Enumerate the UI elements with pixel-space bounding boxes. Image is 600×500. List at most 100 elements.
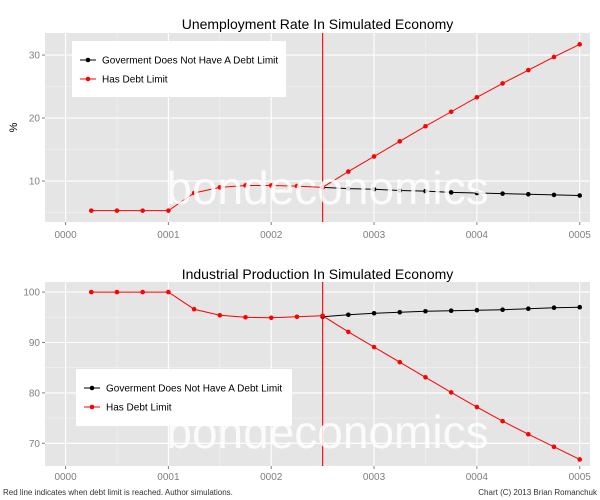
series-point	[217, 185, 223, 190]
series-point	[114, 208, 120, 213]
x-tick-label: 0004	[466, 230, 489, 241]
series-point	[217, 312, 223, 318]
series-point	[448, 190, 454, 195]
series-point	[346, 169, 351, 174]
series-point	[423, 188, 428, 194]
series-point	[500, 418, 505, 424]
legend-label: Has Debt Limit	[106, 403, 172, 414]
chart-2: 0000 0001 0002 0003 0004 0005 70 80 90 100 Industr…	[23, 266, 591, 483]
series-point	[397, 359, 403, 365]
x-tick-label: 0005	[569, 472, 592, 483]
series-point	[371, 154, 377, 159]
series-line-debt-limit	[91, 43, 580, 212]
legend-key-point	[89, 385, 95, 391]
series-point	[243, 183, 248, 188]
series-point	[140, 208, 145, 213]
x-tick-label: 0004	[466, 472, 489, 483]
series-point	[268, 183, 274, 188]
series-point	[88, 289, 94, 295]
series-point	[526, 67, 531, 73]
series-point	[474, 190, 480, 196]
chart-title: Unemployment Rate In Simulated Economy	[182, 16, 454, 32]
y-tick-label: 70	[29, 439, 41, 450]
series-point	[191, 306, 197, 312]
legend-label: Goverment Does Not Have A Debt Limit	[102, 56, 278, 67]
chart-1: 0000 0001 0002 0003 0004 0005 10 20 30 Unemployme…	[8, 16, 591, 241]
series-point	[423, 374, 428, 380]
series-point	[294, 314, 300, 320]
x-tick-label: 0005	[569, 230, 592, 241]
series-point	[346, 312, 351, 318]
x-tick-label: 0000	[54, 230, 77, 241]
series-point	[114, 289, 120, 295]
series-point	[500, 191, 505, 196]
series-point	[397, 309, 403, 315]
series-line-debt-limit	[91, 291, 580, 460]
series-point	[448, 109, 454, 115]
series-point	[577, 193, 583, 198]
x-tick-label: 0003	[363, 472, 386, 483]
legend-label: Goverment Does Not Have A Debt Limit	[106, 384, 282, 395]
y-tick-label: 80	[29, 388, 41, 399]
y-tick-label: 10	[29, 177, 41, 188]
series-point	[346, 186, 351, 191]
chart-title: Industrial Production In Simulated Econo…	[182, 266, 454, 282]
series-point	[577, 457, 583, 462]
x-tick-label: 0002	[260, 230, 283, 241]
legend-box	[72, 41, 286, 97]
x-tick-label: 0003	[363, 230, 386, 241]
watermark-text: bondeconomics	[166, 406, 488, 458]
series-point	[551, 54, 557, 60]
legend: Goverment Does Not Have A Debt Limit Has …	[72, 41, 286, 97]
x-tick-label: 0002	[260, 472, 283, 483]
series-point	[423, 308, 428, 314]
series-point	[140, 289, 145, 295]
watermark-text: bondeconomics	[166, 162, 488, 214]
footer-note-left: Red line indicates when debt limit is re…	[3, 488, 233, 497]
legend-key-point	[85, 76, 91, 82]
series-point	[500, 307, 505, 313]
series-point	[371, 186, 377, 192]
series-point	[474, 404, 480, 410]
series-point	[577, 304, 583, 310]
legend-key-point	[89, 404, 95, 410]
series-point	[448, 390, 454, 395]
series-point	[500, 81, 505, 86]
x-tick-label: 0001	[157, 230, 180, 241]
series-point	[243, 314, 248, 320]
series-point	[294, 183, 300, 189]
series-point	[166, 208, 171, 213]
series-point	[423, 123, 428, 129]
series-point	[526, 191, 531, 197]
y-tick-label: 90	[29, 338, 41, 349]
y-tick-label: 100	[23, 288, 40, 299]
series-point	[474, 307, 480, 313]
series-point	[88, 208, 94, 213]
y-axis-label: %	[8, 122, 20, 132]
series-point	[551, 192, 557, 198]
series-point	[371, 344, 377, 350]
legend-box	[76, 369, 292, 426]
series-point	[191, 190, 197, 196]
legend-key-point	[85, 57, 91, 63]
series-point	[551, 444, 557, 450]
series-point	[526, 431, 531, 437]
legend-label: Has Debt Limit	[102, 75, 168, 86]
y-tick-label: 20	[29, 114, 41, 125]
legend: Goverment Does Not Have A Debt Limit Has …	[76, 369, 292, 426]
series-point	[166, 289, 171, 295]
series-point	[346, 329, 351, 335]
series-point	[371, 310, 377, 316]
series-point	[397, 139, 403, 144]
series-point	[551, 305, 557, 311]
footer-note-right: Chart (C) 2013 Brian Romanchuk	[478, 488, 597, 497]
series-point	[474, 94, 480, 100]
series-point	[268, 315, 274, 321]
series-point	[526, 306, 531, 312]
y-tick-label: 30	[29, 51, 41, 62]
series-point	[448, 308, 454, 314]
x-tick-label: 0000	[54, 472, 77, 483]
series-point	[397, 188, 403, 193]
series-point	[577, 42, 583, 47]
